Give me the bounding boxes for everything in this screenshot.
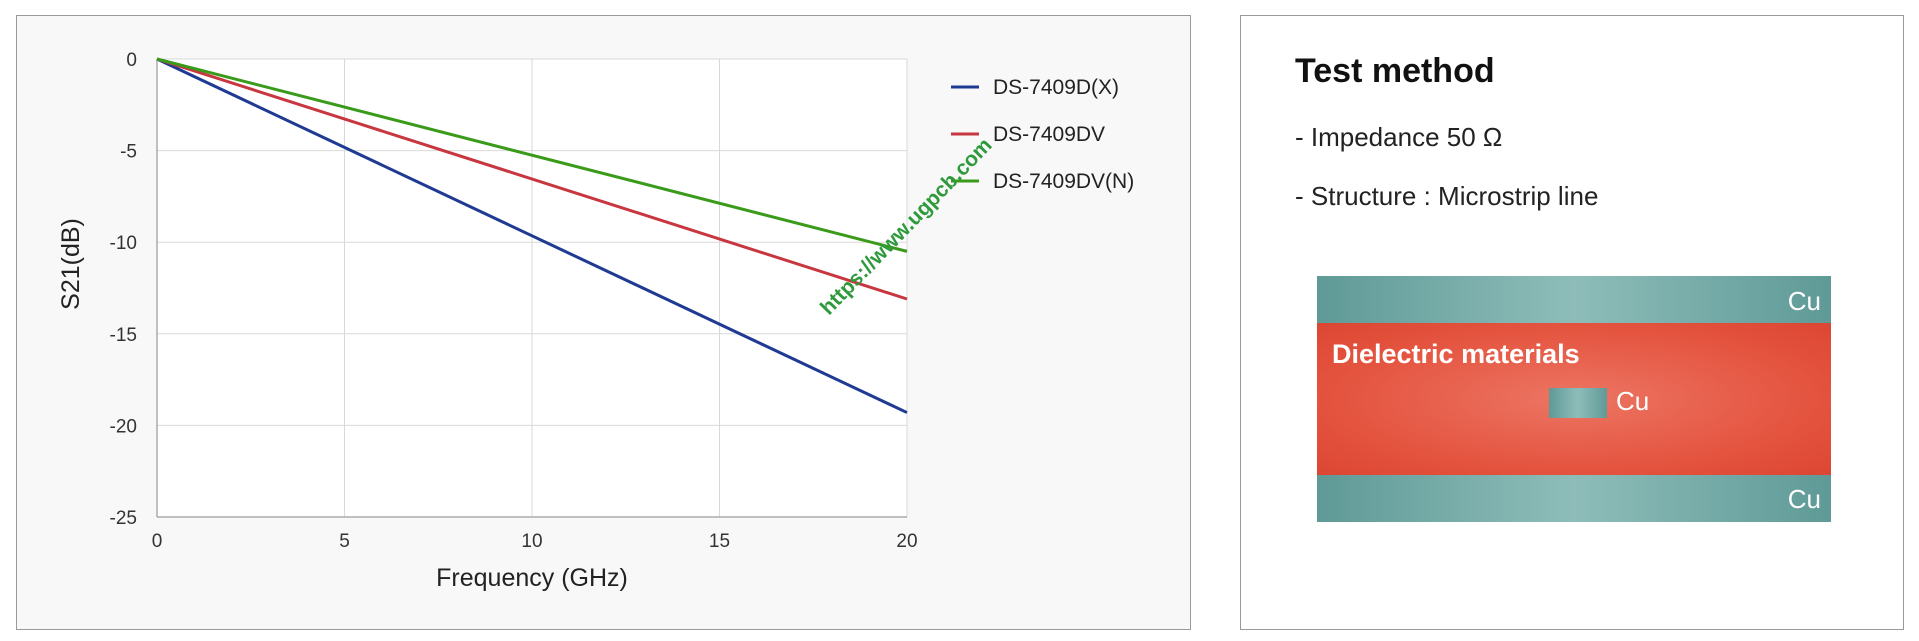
x-axis-title: Frequency (GHz) [436,564,628,592]
cu-strip [1549,388,1607,418]
cu-top-layer [1317,276,1831,323]
series-line-1 [156,57,908,301]
cu-bottom-label: Cu [1787,484,1821,514]
series-line-2 [156,57,908,253]
structure-item: - Structure : Microstrip line [1295,181,1599,211]
test-method-panel: Test method - Impedance 50 Ω - Structure… [1240,15,1904,630]
y-tick-label: -15 [110,325,137,346]
legend: DS-7409D(X) DS-7409DV DS-7409DV(N) [951,76,1134,193]
cu-top-label: Cu [1787,286,1821,316]
series-lines [156,57,908,414]
x-tick-label: 0 [152,531,163,552]
impedance-item: - Impedance 50 Ω [1295,122,1503,152]
microstrip-diagram: Dielectric materials Cu Cu Cu [1317,276,1831,522]
s21-chart: 0 5 10 15 200-5-10-15-20-25 DS-7409D(X)DS-74… [57,50,1134,592]
cu-bottom-layer [1317,475,1831,522]
y-tick-label: -5 [120,142,137,163]
y-axis-title: S21(dB) [57,218,85,310]
chart-panel: 0 5 10 15 20 0 -5 -10 -15 -20 -25 DS-7409D(X) DS-74… [16,15,1191,630]
series-line-0 [156,57,908,414]
cu-strip-label: Cu [1616,386,1650,416]
y-tick-label: -20 [110,416,137,437]
legend-label: DS-7409DV [993,123,1105,146]
test-method-title: Test method [1295,52,1495,90]
y-tick-label: -25 [110,508,137,529]
x-tick-label: 20 [896,531,917,552]
axes: 0 5 10 15 20 0 -5 -10 -15 -20 -25 [110,50,918,552]
x-tick-label: 5 [339,531,350,552]
y-tick-label: 0 [126,50,137,71]
y-tick-label: -10 [110,233,137,254]
dielectric-label: Dielectric materials [1332,339,1580,369]
legend-label: DS-7409DV(N) [993,170,1134,193]
legend-label: DS-7409D(X) [993,76,1119,99]
x-tick-label: 10 [521,531,542,552]
x-tick-label: 15 [709,531,730,552]
